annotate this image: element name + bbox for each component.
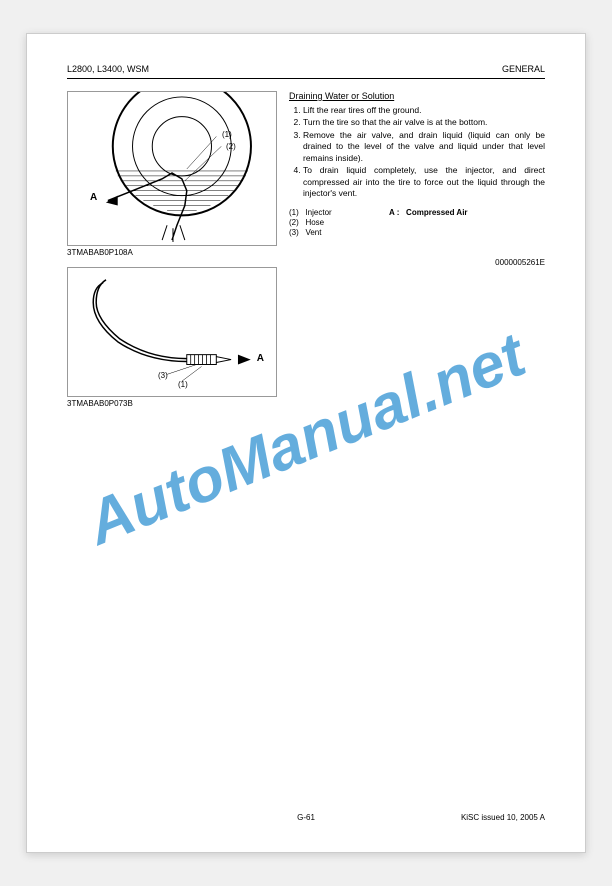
procedure-steps: Lift the rear tires off the ground. Turn… xyxy=(289,105,545,200)
legend-item-1: (1) Injector xyxy=(289,208,389,217)
step-3: Remove the air valve, and drain liquid (… xyxy=(303,130,545,164)
footer-issued: KiSC issued 10, 2005 A xyxy=(461,813,545,822)
callout-2: (2) xyxy=(226,142,236,151)
figure-tire-valve: A (1) (2) xyxy=(67,91,277,246)
arrow-a-label: A xyxy=(90,192,97,203)
legend-item-3: (3) Vent xyxy=(289,228,389,237)
callout-1: (1) xyxy=(222,130,232,139)
legend-item-2: (2) Hose xyxy=(289,218,389,227)
header-left: L2800, L3400, WSM xyxy=(67,64,149,74)
figures-column: A (1) (2) 3TMABAB0P108A xyxy=(67,91,277,418)
step-2: Turn the tire so that the air valve is a… xyxy=(303,117,545,128)
legend-left: (1) Injector (2) Hose (3) Vent xyxy=(289,208,389,238)
manual-page: L2800, L3400, WSM GENERAL xyxy=(26,33,586,853)
legend: (1) Injector (2) Hose (3) Vent A : Comp xyxy=(289,208,545,238)
step-4: To drain liquid completely, use the inje… xyxy=(303,165,545,199)
document-code: 0000005261E xyxy=(289,258,545,267)
page-footer: G-61 KiSC issued 10, 2005 A xyxy=(67,813,545,822)
step-1: Lift the rear tires off the ground. xyxy=(303,105,545,116)
callout-1b: (1) xyxy=(178,380,188,389)
page-header: L2800, L3400, WSM GENERAL xyxy=(67,64,545,79)
text-column: Draining Water or Solution Lift the rear… xyxy=(289,91,545,418)
content-area: A (1) (2) 3TMABAB0P108A xyxy=(67,91,545,418)
figure-injector: A (3) (1) xyxy=(67,267,277,397)
callout-3: (3) xyxy=(158,371,168,380)
page-number: G-61 xyxy=(297,813,315,822)
header-right: GENERAL xyxy=(502,64,545,74)
legend-right: A : Compressed Air xyxy=(389,208,468,238)
tire-diagram-svg xyxy=(68,92,276,245)
figure1-code: 3TMABAB0P108A xyxy=(67,248,277,257)
section-title: Draining Water or Solution xyxy=(289,91,545,101)
arrow-a-label-2: A xyxy=(257,353,264,364)
injector-diagram-svg xyxy=(68,268,276,396)
figure2-code: 3TMABAB0P073B xyxy=(67,399,277,408)
